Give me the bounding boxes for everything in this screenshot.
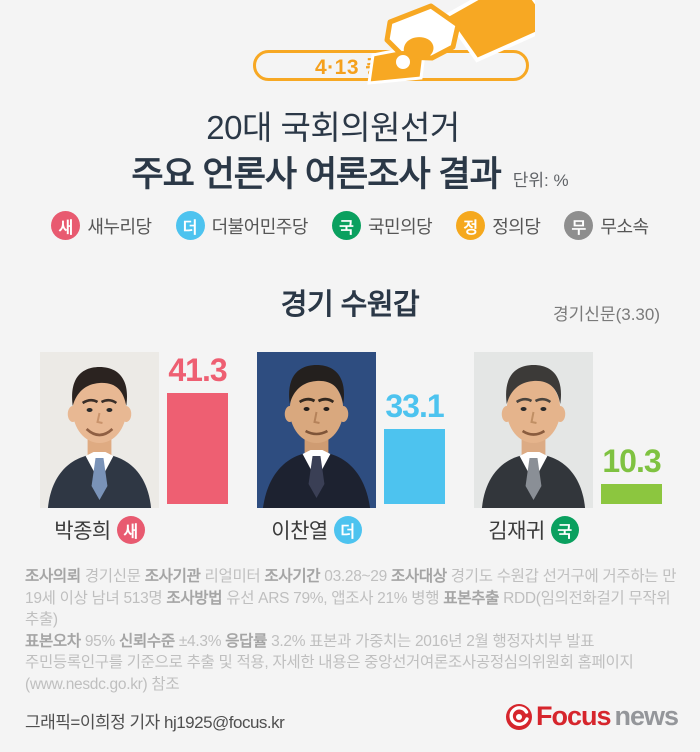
footer-credit: 그래픽=이희정 기자 hj1925@focus.kr [25, 713, 285, 732]
party-badge-icon: 새 [51, 211, 81, 240]
party-badge-icon: 무 [564, 211, 594, 240]
bar-value-2: 33.1 [385, 388, 444, 424]
candidate-name: 김재귀 [488, 520, 545, 543]
bar-area-2: 33.1 [384, 352, 445, 504]
candidate-party-badge: 더 [333, 516, 362, 544]
main-title-line2-row: 주요 언론사 여론조사 결과 단위: % [0, 146, 700, 197]
logo-text-news: news [614, 701, 679, 731]
candidate-name-row-2: 이찬열 더 [257, 515, 376, 545]
candidate-name: 이찬열 [271, 520, 328, 543]
party-name: 국민의당 [367, 216, 433, 237]
focusnews-logo: Focus news [505, 701, 679, 732]
unit-label: 단위: % [512, 171, 569, 190]
hand-ballot-icon [367, 0, 535, 85]
poll-bar-chart: 41.3 박종희 새 [40, 352, 664, 544]
legend-item-justice: 정 정의당 [456, 211, 541, 240]
candidate-party-badge: 국 [550, 516, 579, 544]
bar-area-1: 41.3 [167, 352, 228, 504]
candidate-name-row-3: 김재귀 국 [474, 515, 593, 545]
party-badge-icon: 국 [331, 211, 361, 240]
candidate-name: 박종희 [54, 520, 111, 543]
legend-item-minjoo: 더 더불어민주당 [175, 211, 309, 240]
logo-text-focus: Focus [535, 701, 612, 731]
party-name: 정의당 [492, 216, 541, 237]
candidate-group-1: 41.3 박종희 새 [40, 352, 228, 544]
party-name: 무소속 [600, 216, 649, 237]
focusnews-logo-icon [505, 703, 532, 730]
legend-item-independent: 무 무소속 [564, 211, 649, 240]
legend-item-saenuri: 새 새누리당 [51, 211, 152, 240]
methodology-text: 조사의뢰 경기신문 조사기관 리얼미터 조사기간 03.28~29 조사대상 경… [25, 568, 677, 693]
region-title: 경기 수원갑 [280, 289, 420, 321]
bar-value-3: 10.3 [602, 443, 661, 479]
bar-value-1: 41.3 [168, 352, 227, 388]
party-badge-icon: 정 [456, 211, 486, 240]
candidate-name-row-1: 박종희 새 [40, 515, 159, 545]
party-legend: 새 새누리당 더 더불어민주당 국 국민의당 정 정의당 무 무소속 [0, 211, 700, 240]
main-title-line2: 주요 언론사 여론조사 결과 [131, 155, 501, 194]
bar-area-3: 10.3 [601, 352, 662, 504]
bar-3 [601, 484, 662, 504]
candidate-party-badge: 새 [116, 516, 145, 544]
candidate-photo-3 [474, 352, 593, 508]
candidate-photo-2 [257, 352, 376, 508]
main-title-line1: 20대 국회의원선거 [206, 109, 460, 146]
party-name: 새누리당 [87, 216, 152, 237]
candidate-photo-1 [40, 352, 159, 508]
party-name: 더불어민주당 [211, 216, 309, 237]
source-label: 경기신문(3.30) [553, 305, 660, 324]
party-badge-icon: 더 [175, 211, 205, 240]
bar-2 [384, 429, 445, 504]
legend-item-kukmin: 국 국민의당 [331, 211, 433, 240]
candidate-group-3: 10.3 김재귀 국 [474, 352, 662, 544]
bar-1 [167, 393, 228, 504]
candidate-group-2: 33.1 이찬열 더 [257, 352, 445, 544]
